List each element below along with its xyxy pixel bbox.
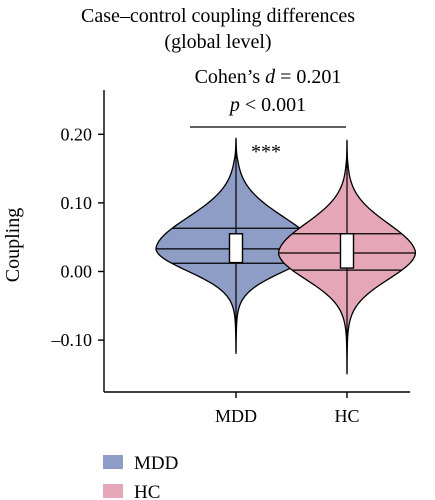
y-tick-label: 0.20 bbox=[61, 124, 93, 144]
plot-area: 0.20 0.10 0.00 –0.10 MDD HC *** MDD HC bbox=[51, 90, 417, 500]
significance-stars: *** bbox=[251, 141, 281, 163]
legend-swatch-hc bbox=[103, 484, 123, 498]
p-value-symbol: p bbox=[228, 94, 240, 116]
p-value-text: < 0.001 bbox=[240, 94, 306, 116]
y-tick-label: –0.10 bbox=[51, 330, 93, 350]
y-tick-label: 0.00 bbox=[61, 262, 93, 282]
legend-swatch-mdd bbox=[103, 455, 123, 469]
box-hc bbox=[339, 233, 355, 269]
effect-size-symbol: d bbox=[265, 66, 276, 88]
y-tick-label: 0.10 bbox=[61, 193, 93, 213]
x-tick-label: HC bbox=[334, 406, 359, 426]
legend-label-hc: HC bbox=[134, 482, 160, 500]
chart-title-line1: Case–control coupling differences bbox=[81, 5, 355, 27]
effect-size-prefix: Cohen’s bbox=[195, 66, 266, 88]
effect-size-annotation: Cohen’s d = 0.201 bbox=[195, 66, 342, 88]
legend-label-mdd: MDD bbox=[134, 453, 178, 474]
x-tick-label: MDD bbox=[215, 406, 257, 426]
effect-size-value: = 0.201 bbox=[275, 66, 341, 88]
chart-title-line2: (global level) bbox=[164, 31, 271, 53]
box-mdd bbox=[228, 233, 244, 264]
y-axis-label: Coupling bbox=[2, 208, 24, 282]
p-value-annotation: p < 0.001 bbox=[228, 94, 306, 116]
